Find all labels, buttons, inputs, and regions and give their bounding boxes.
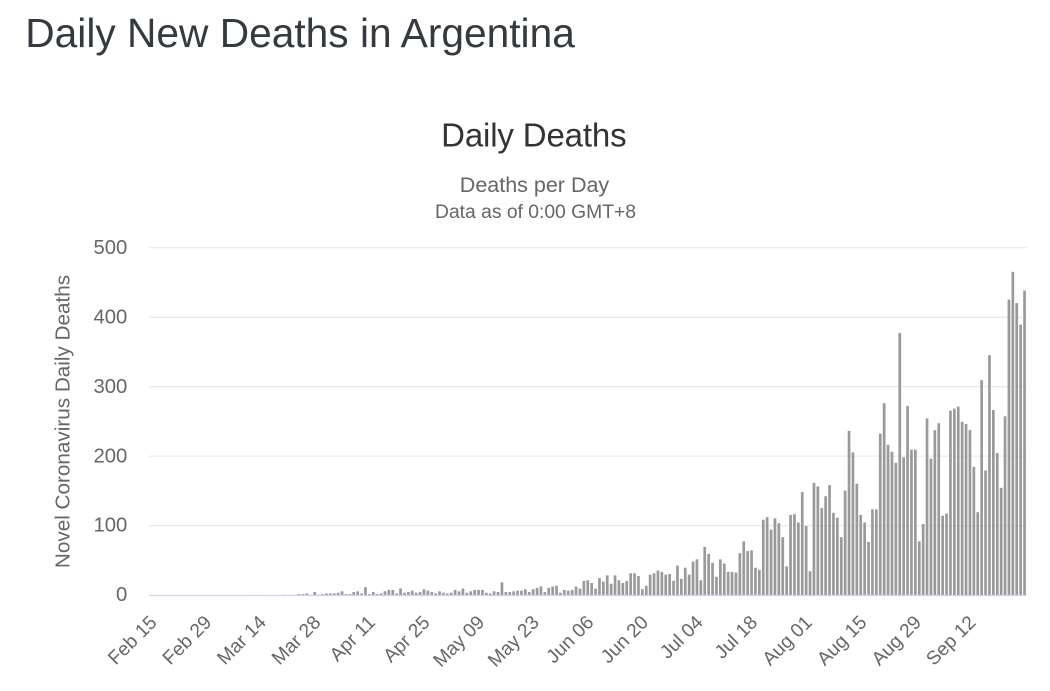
svg-text:300: 300 — [93, 376, 127, 398]
svg-text:Novel Coronavirus Daily Deaths: Novel Coronavirus Daily Deaths — [51, 275, 74, 568]
svg-text:Data as of 0:00 GMT+8: Data as of 0:00 GMT+8 — [435, 202, 636, 223]
svg-text:200: 200 — [93, 445, 127, 467]
svg-text:400: 400 — [93, 306, 127, 328]
svg-text:0: 0 — [116, 584, 127, 606]
svg-text:Daily Deaths: Daily Deaths — [441, 117, 626, 154]
svg-text:100: 100 — [93, 515, 127, 537]
svg-text:Daily New Deaths in Argentina: Daily New Deaths in Argentina — [25, 10, 575, 56]
svg-text:Deaths per Day: Deaths per Day — [460, 173, 610, 197]
svg-text:500: 500 — [93, 237, 127, 259]
